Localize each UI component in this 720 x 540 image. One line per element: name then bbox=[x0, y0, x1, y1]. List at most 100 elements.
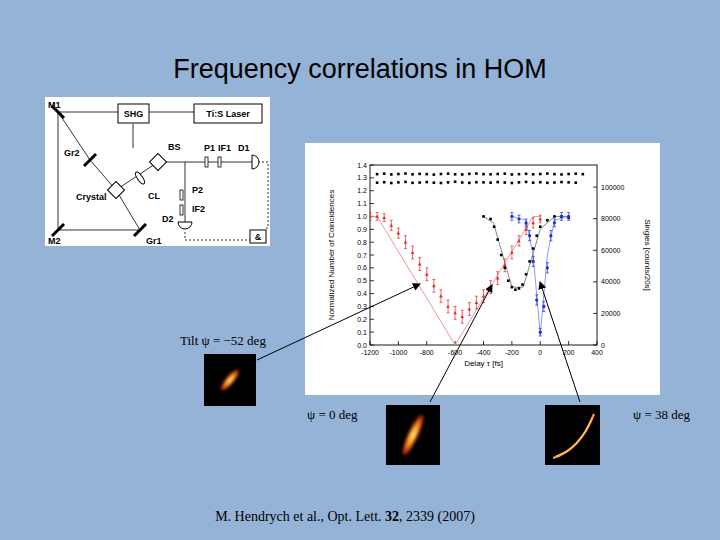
data-point bbox=[489, 181, 492, 184]
data-point bbox=[525, 181, 528, 184]
x-tick bbox=[568, 341, 569, 345]
data-point bbox=[382, 216, 386, 219]
data-point bbox=[567, 215, 570, 218]
data-point bbox=[553, 215, 556, 218]
y-tick-label: 0.4 bbox=[357, 290, 367, 297]
error-bar-cap bbox=[376, 220, 379, 221]
data-point bbox=[439, 294, 443, 297]
error-bar-cap bbox=[376, 212, 379, 213]
data-point bbox=[425, 173, 428, 176]
data-point bbox=[454, 180, 457, 183]
error-bar-cap bbox=[432, 292, 435, 293]
beam bbox=[149, 112, 194, 113]
insets: Tilt ψ = −52 degψ = 0 degψ = 38 deg bbox=[180, 282, 690, 465]
data-point bbox=[521, 283, 524, 286]
data-point bbox=[517, 217, 520, 220]
y-tick bbox=[370, 203, 374, 204]
setup-label: Gr2 bbox=[64, 148, 80, 158]
error-bar-cap bbox=[539, 215, 542, 216]
data-point bbox=[390, 182, 393, 185]
setup-label: CL bbox=[148, 191, 160, 201]
error-bar-cap bbox=[560, 220, 563, 221]
setup-label: Gr1 bbox=[146, 236, 162, 246]
error-bar-cap bbox=[439, 289, 442, 290]
y-tick-label: 0.1 bbox=[357, 329, 367, 336]
slide-title: Frequency correlations in HOM bbox=[173, 54, 547, 84]
error-bar-cap bbox=[510, 220, 513, 221]
y2-tick bbox=[593, 313, 597, 314]
error-bar-cap bbox=[482, 289, 485, 290]
data-point bbox=[546, 182, 549, 185]
x-tick bbox=[540, 341, 541, 345]
error-bar bbox=[454, 306, 457, 319]
data-point bbox=[440, 173, 443, 176]
data-point bbox=[418, 262, 422, 265]
data-point bbox=[411, 182, 414, 185]
error-bar bbox=[542, 301, 545, 311]
data-point bbox=[496, 238, 499, 241]
error-bar-cap bbox=[418, 270, 421, 271]
error-bar-cap bbox=[475, 309, 478, 310]
data-point bbox=[370, 215, 372, 218]
mirror bbox=[84, 154, 96, 166]
y-tick-label: 1.3 bbox=[357, 174, 367, 181]
error-bar-cap bbox=[370, 220, 372, 221]
error-bar bbox=[461, 310, 464, 323]
x-tick bbox=[483, 341, 484, 345]
optic bbox=[180, 205, 183, 215]
data-point bbox=[482, 215, 485, 218]
error-bar-cap bbox=[404, 248, 407, 249]
data-point bbox=[560, 173, 563, 176]
error-bar-cap bbox=[468, 315, 471, 316]
data-point bbox=[531, 221, 535, 224]
y-tick bbox=[370, 242, 374, 243]
error-bar bbox=[503, 259, 506, 272]
laser-box bbox=[194, 104, 262, 123]
y-tick-label: 0.6 bbox=[357, 264, 367, 271]
fit-line bbox=[512, 216, 569, 334]
data-point bbox=[404, 181, 407, 184]
setup-label: D2 bbox=[162, 214, 174, 224]
error-bar bbox=[439, 290, 442, 303]
error-bar-cap bbox=[542, 311, 545, 312]
data-point bbox=[567, 181, 570, 184]
data-point bbox=[524, 221, 527, 224]
error-bar bbox=[517, 236, 520, 246]
data-point bbox=[546, 172, 549, 175]
error-bar-cap bbox=[539, 222, 542, 223]
data-point bbox=[507, 279, 510, 282]
error-bar-cap bbox=[425, 267, 428, 268]
data-point bbox=[461, 173, 464, 176]
data-point bbox=[383, 181, 386, 184]
error-bar bbox=[370, 213, 372, 221]
error-bar-cap bbox=[532, 266, 535, 267]
y-tick bbox=[370, 229, 374, 230]
error-bar bbox=[418, 258, 421, 271]
error-bar-cap bbox=[510, 212, 513, 213]
data-point bbox=[511, 173, 514, 176]
error-bar-cap bbox=[532, 217, 535, 218]
data-point bbox=[475, 301, 479, 304]
y-tick bbox=[370, 332, 374, 333]
error-bar-cap bbox=[454, 306, 457, 307]
y-tick-label: 1.0 bbox=[357, 213, 367, 220]
optic bbox=[180, 190, 183, 200]
data-point bbox=[433, 181, 436, 184]
y-tick bbox=[370, 255, 374, 256]
arrow bbox=[540, 282, 580, 402]
beam bbox=[58, 112, 118, 113]
y-tick-label: 1.2 bbox=[357, 187, 367, 194]
detector bbox=[178, 222, 192, 229]
error-bar-cap bbox=[539, 328, 542, 329]
error-bar-cap bbox=[542, 301, 545, 302]
y-tick-label: 0.8 bbox=[357, 239, 367, 246]
data-point bbox=[539, 331, 542, 334]
error-bar bbox=[496, 272, 499, 285]
data-point bbox=[525, 173, 528, 176]
y2-tick bbox=[593, 218, 597, 219]
data-point bbox=[376, 181, 379, 184]
error-bar bbox=[425, 268, 428, 281]
data-point bbox=[511, 182, 514, 185]
plot-frame bbox=[370, 165, 597, 345]
error-bar-cap bbox=[503, 258, 506, 259]
